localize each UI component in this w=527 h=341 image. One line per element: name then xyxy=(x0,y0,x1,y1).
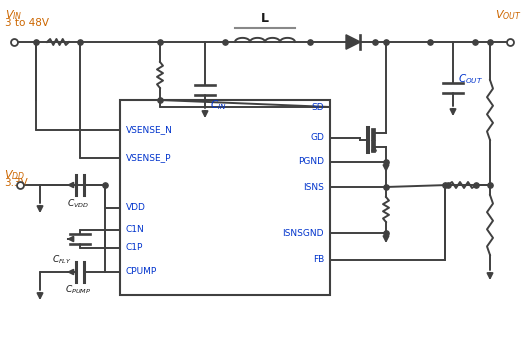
Text: ISNS: ISNS xyxy=(303,182,324,192)
Text: $V_{IN}$: $V_{IN}$ xyxy=(5,8,23,22)
Text: 3.3V: 3.3V xyxy=(4,178,28,188)
Text: PGND: PGND xyxy=(298,158,324,166)
Text: SD: SD xyxy=(311,103,324,112)
Text: FB: FB xyxy=(313,255,324,265)
Text: $C_{IN}$: $C_{IN}$ xyxy=(210,98,227,112)
Text: GD: GD xyxy=(310,133,324,143)
Text: $V_{OUT}$: $V_{OUT}$ xyxy=(495,8,522,22)
Text: 3 to 48V: 3 to 48V xyxy=(5,18,49,28)
Text: C1N: C1N xyxy=(126,225,145,235)
Text: VDD: VDD xyxy=(126,204,146,212)
Text: L: L xyxy=(261,12,269,25)
Text: $V_{DD}$: $V_{DD}$ xyxy=(4,168,25,182)
Text: ISNSGND: ISNSGND xyxy=(282,228,324,237)
Text: $C_{FLY}$: $C_{FLY}$ xyxy=(52,253,72,266)
Text: VSENSE_P: VSENSE_P xyxy=(126,153,171,163)
Text: CPUMP: CPUMP xyxy=(126,267,157,277)
Text: $C_{OUT}$: $C_{OUT}$ xyxy=(458,72,483,86)
Bar xyxy=(120,100,330,295)
Text: $C_{PUMP}$: $C_{PUMP}$ xyxy=(65,284,91,297)
Text: $C_{VDD}$: $C_{VDD}$ xyxy=(67,197,89,209)
Text: VSENSE_N: VSENSE_N xyxy=(126,125,173,134)
Polygon shape xyxy=(346,35,360,49)
Text: C1P: C1P xyxy=(126,243,143,252)
